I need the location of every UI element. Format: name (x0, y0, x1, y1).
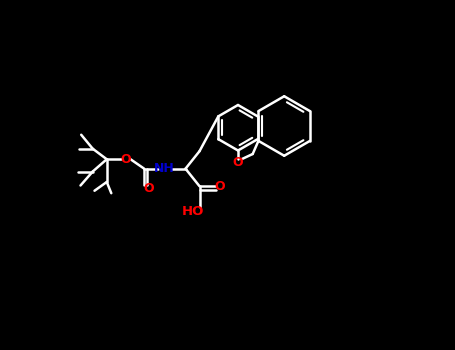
Text: NH: NH (153, 162, 174, 175)
Text: O: O (121, 153, 131, 166)
Text: O: O (214, 180, 225, 193)
Text: HO: HO (182, 205, 204, 218)
Text: O: O (143, 182, 154, 196)
Text: O: O (233, 156, 243, 169)
